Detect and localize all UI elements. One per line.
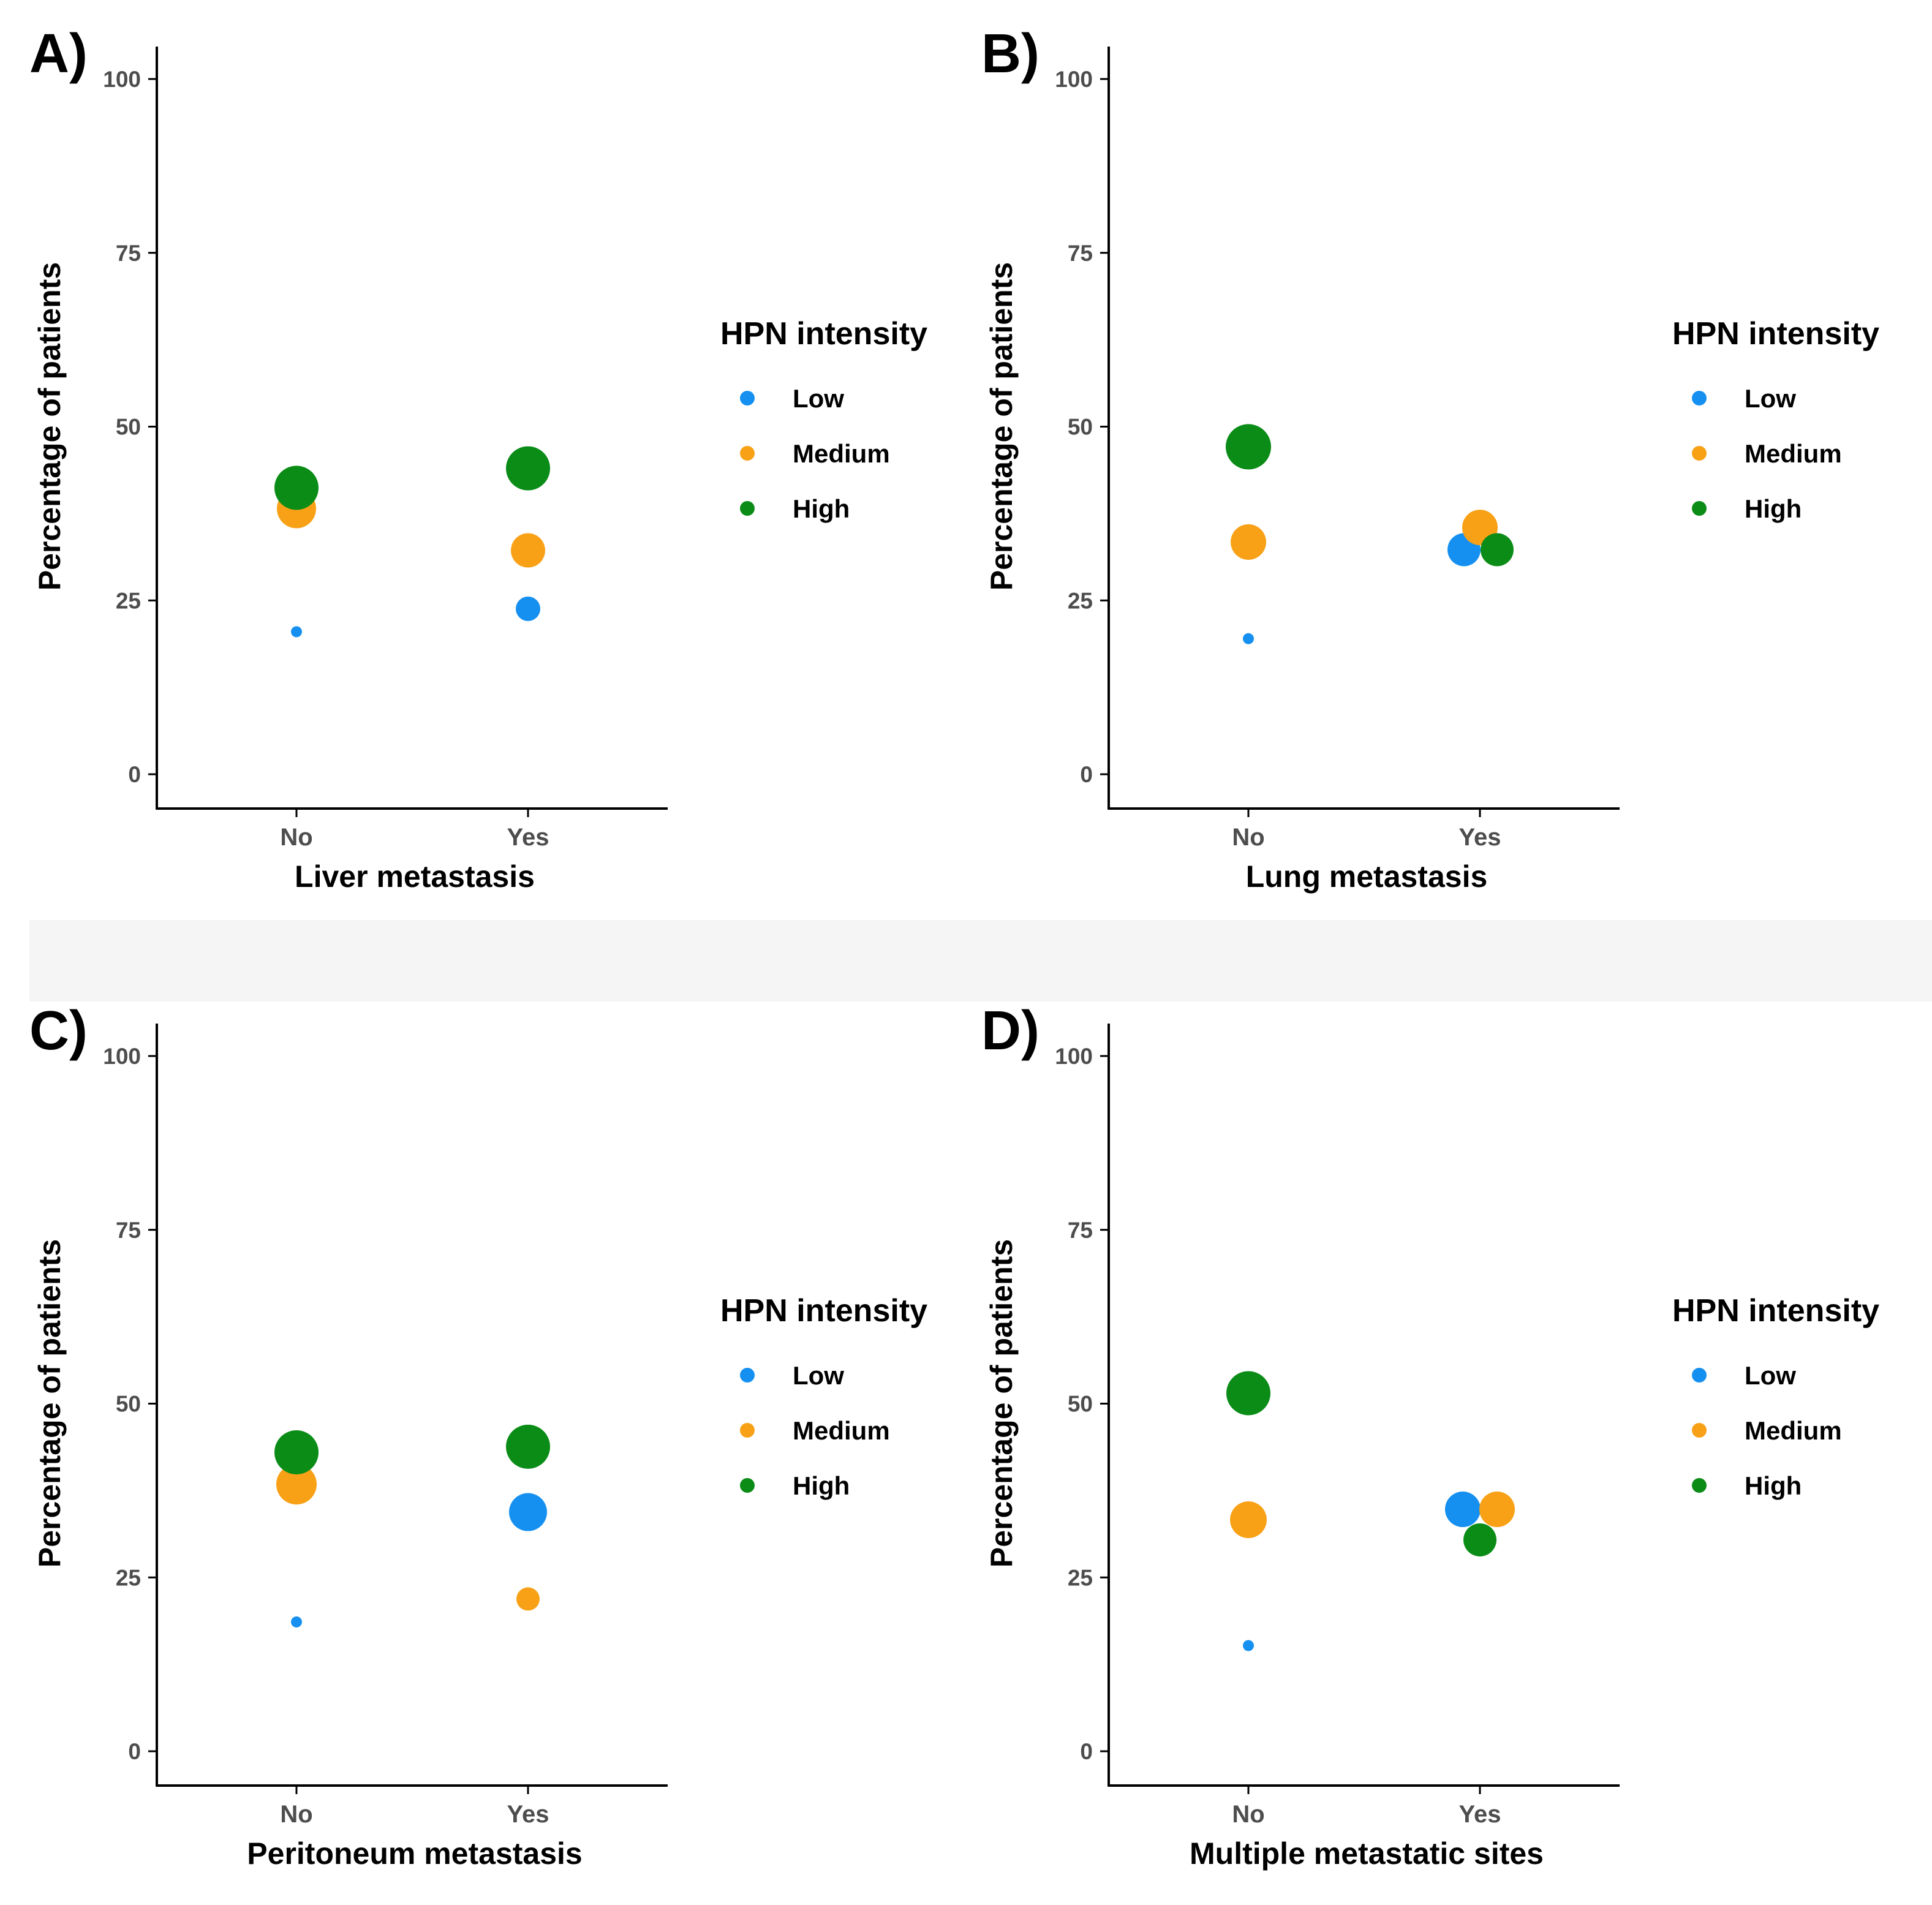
point-high-yes: [1481, 533, 1514, 567]
legend-label-medium: Medium: [1745, 439, 1842, 468]
point-low-no: [291, 626, 302, 638]
point-medium-yes: [511, 533, 545, 568]
y-axis-title: Percentage of patients: [984, 1239, 1019, 1567]
y-tick-label: 0: [128, 1739, 141, 1764]
y-tick-label: 0: [1080, 1739, 1093, 1764]
chart-panel-c: 0 25 50 75 100 No Yes Peritoneum metastasis Perc…: [29, 1000, 927, 1871]
y-tick-label: 25: [1068, 588, 1093, 613]
x-axis-title: Multiple metastatic sites: [1190, 1836, 1544, 1871]
y-tick-label: 50: [116, 415, 141, 440]
point-low-no: [291, 1616, 302, 1628]
legend-key-low: [740, 391, 755, 406]
point-high-no: [1226, 1371, 1270, 1416]
point-medium-no: [1231, 524, 1266, 560]
point-low-no: [1243, 1640, 1254, 1651]
y-tick-label: 75: [116, 1218, 141, 1243]
legend-key-medium: [1692, 446, 1707, 461]
y-tick-label: 25: [1068, 1565, 1093, 1590]
y-tick-label: 100: [103, 67, 141, 92]
point-high-no: [274, 466, 319, 510]
chart-panel-b: 0 25 50 75 100 No Yes Lung metastasis Percentage…: [981, 23, 1879, 894]
point-medium-no: [276, 1464, 317, 1505]
legend-label-high: High: [1745, 1471, 1802, 1500]
point-low-yes: [1445, 1492, 1481, 1528]
legend-label-low: Low: [793, 384, 844, 413]
panel-separator: [29, 920, 1932, 1002]
legend-label-high: High: [1745, 494, 1802, 523]
y-tick-label: 75: [116, 241, 141, 266]
legend-title: HPN intensity: [720, 316, 927, 352]
legend-key-medium: [1692, 1423, 1707, 1438]
legend-key-low: [740, 1368, 755, 1383]
y-axis-title: Percentage of patients: [32, 262, 67, 590]
legend-label-high: High: [793, 1471, 850, 1500]
y-tick-label: 0: [1080, 762, 1093, 787]
y-tick-label: 75: [1068, 1218, 1093, 1243]
legend-key-medium: [740, 446, 755, 461]
y-axis-title: Percentage of patients: [32, 1239, 67, 1567]
x-tick-label: Yes: [1459, 1801, 1501, 1828]
point-medium-yes: [516, 1587, 540, 1611]
legend-key-high: [740, 501, 755, 516]
legend-title: HPN intensity: [1672, 1293, 1879, 1329]
legend-title: HPN intensity: [720, 1293, 927, 1329]
point-high-yes: [506, 446, 550, 491]
y-tick-label: 50: [1068, 1392, 1093, 1417]
x-tick-label: No: [1232, 1801, 1264, 1828]
legend-key-low: [1692, 391, 1707, 406]
x-axis-title: Lung metastasis: [1246, 859, 1488, 894]
y-tick-label: 25: [116, 1565, 141, 1590]
y-tick-label: 100: [1055, 1044, 1093, 1069]
panel-label: C): [29, 1000, 88, 1062]
y-axis-title: Percentage of patients: [984, 262, 1019, 590]
x-tick-label: Yes: [507, 824, 549, 851]
legend-title: HPN intensity: [1672, 316, 1879, 352]
y-tick-label: 25: [116, 588, 141, 613]
point-low-yes: [516, 596, 540, 621]
x-axis-title: Liver metastasis: [295, 859, 535, 894]
point-medium-yes: [1479, 1492, 1515, 1528]
legend-key-low: [1692, 1368, 1707, 1383]
point-low-yes: [509, 1493, 547, 1531]
chart-panel-d: 0 25 50 75 100 No Yes Multiple metastatic sites…: [981, 1000, 1879, 1871]
x-tick-label: Yes: [507, 1801, 549, 1828]
legend-label-high: High: [793, 494, 850, 523]
y-tick-label: 100: [1055, 67, 1093, 92]
legend-label-low: Low: [1745, 1361, 1796, 1390]
legend-label-medium: Medium: [793, 439, 890, 468]
x-tick-label: Yes: [1459, 824, 1501, 851]
y-tick-label: 50: [1068, 415, 1093, 440]
legend-label-medium: Medium: [793, 1416, 890, 1445]
legend-label-medium: Medium: [1745, 1416, 1842, 1445]
y-tick-label: 100: [103, 1044, 141, 1069]
x-axis-title: Peritoneum metastasis: [247, 1836, 582, 1871]
y-tick-label: 75: [1068, 241, 1093, 266]
legend-key-high: [740, 1478, 755, 1493]
x-tick-label: No: [1232, 824, 1264, 851]
point-high-yes: [506, 1424, 550, 1469]
point-high-no: [1226, 424, 1271, 470]
legend-key-high: [1692, 1478, 1707, 1493]
x-tick-label: No: [280, 1801, 312, 1828]
panel-label: D): [981, 1000, 1040, 1062]
legend-label-low: Low: [1745, 384, 1796, 413]
panel-label: A): [29, 23, 88, 85]
legend-key-high: [1692, 501, 1707, 516]
x-tick-label: No: [280, 824, 312, 851]
y-tick-label: 50: [116, 1392, 141, 1417]
panel-label: B): [981, 23, 1040, 85]
legend-label-low: Low: [793, 1361, 844, 1390]
point-medium-no: [1230, 1501, 1267, 1539]
chart-panel-a: 0 25 50 75 100 No Yes Liver metastasis Percentag…: [29, 23, 927, 894]
point-high-no: [274, 1430, 319, 1474]
y-tick-label: 0: [128, 762, 141, 787]
point-high-yes: [1463, 1523, 1496, 1556]
legend-key-medium: [740, 1423, 755, 1438]
point-low-no: [1243, 633, 1254, 644]
